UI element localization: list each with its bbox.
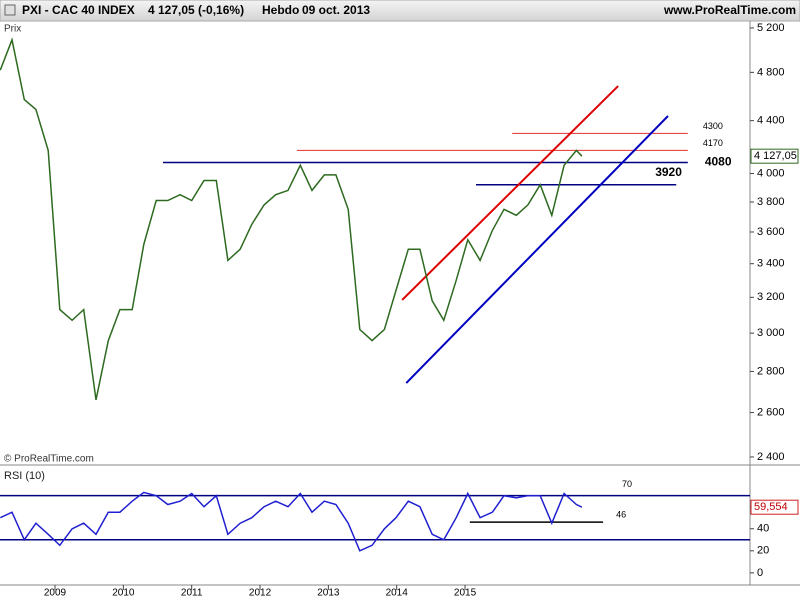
x-tick-label: 2009 [44,588,67,599]
current-value-label: 4 127,05 [754,150,797,162]
panel-title: RSI (10) [4,470,45,482]
period: Hebdo [262,3,299,17]
x-tick-label: 2012 [249,588,272,599]
trend-line [405,115,669,384]
y-tick-label: 3 800 [757,196,785,208]
y-tick-label: 4 400 [757,115,785,127]
price-line [0,37,583,401]
level-label: 70 [622,479,632,489]
level-label: 3920 [655,165,682,179]
y-tick-label: 4 000 [757,167,785,179]
current-value-box [750,499,799,515]
current-value-label: 59,554 [754,501,788,513]
y-tick-label: 3 000 [757,327,785,339]
x-tick-label: 2013 [317,588,340,599]
level-label: 4080 [705,155,732,169]
y-tick-label: 0 [757,567,763,579]
y-tick-label: 2 400 [757,451,785,463]
symbol: PXI - CAC 40 INDEX [22,3,135,17]
header-bar [0,0,800,22]
y-tick-label: 2 800 [757,365,785,377]
y-tick-label: 20 [757,545,769,557]
watermark: © ProRealTime.com [4,454,94,465]
y-tick-label: 4 800 [757,66,785,78]
y-tick-label: 3 200 [757,291,785,303]
x-tick-label: 2011 [181,588,203,599]
y-tick-label: 3 400 [757,258,785,270]
y-tick-label: 3 600 [757,226,785,238]
x-tick-label: 2015 [454,588,477,599]
level-label: 46 [616,510,626,520]
price-line [0,491,583,552]
level-label: 4300 [703,121,723,131]
x-tick-label: 2010 [112,588,135,599]
header-icon[interactable] [4,4,16,16]
date: 09 oct. 2013 [302,3,370,17]
y-tick-label: 5 200 [757,22,785,34]
trend-line [401,85,619,301]
y-label: Prix [4,24,21,35]
quote: 4 127,05 (-0,16%) [148,3,244,17]
x-tick-label: 2014 [386,588,409,599]
y-tick-label: 40 [757,523,769,535]
level-label: 4170 [703,138,723,148]
site: www.ProRealTime.com [663,3,796,17]
y-tick-label: 2 600 [757,406,785,418]
current-value-box [750,148,799,164]
